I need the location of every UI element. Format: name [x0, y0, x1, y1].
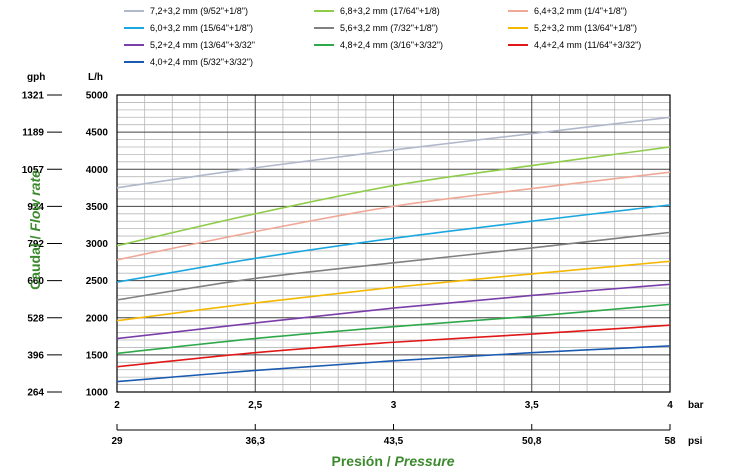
legend-label: 4,8+2,4 mm (3/16"+3/32") — [340, 40, 443, 50]
legend-label: 5,2+2,4 mm (13/64"+3/32" — [150, 40, 255, 50]
psi-tick-label: 58 — [664, 436, 676, 447]
legend-swatch — [314, 44, 334, 46]
psi-tick-label: 43,5 — [384, 436, 404, 447]
legend-swatch — [124, 27, 144, 29]
legend-item: 5,2+3,2 mm (13/64"+1/8") — [508, 23, 637, 33]
legend-label: 6,8+3,2 mm (17/64"+1/8) — [340, 6, 440, 16]
gph-tick-label: 1057 — [22, 165, 45, 176]
y-axis-title-en: Flow rate — [27, 170, 43, 232]
legend-label: 7,2+3,2 mm (9/52"+1/8") — [150, 6, 248, 16]
psi-tick-label: 29 — [111, 436, 123, 447]
legend-item: 5,6+3,2 mm (7/32"+1/8") — [314, 23, 438, 33]
y-axis-title-es: Caudal / — [27, 232, 43, 290]
legend-swatch — [508, 27, 528, 29]
y-tick-label: 5000 — [86, 91, 109, 102]
legend-swatch — [314, 27, 334, 29]
x-axis-title-en: Pressure — [395, 453, 455, 469]
gph-tick-label: 660 — [27, 276, 44, 287]
series-line-7 — [116, 283, 671, 340]
legend-item: 4,4+2,4 mm (11/64"+3/32") — [508, 40, 641, 50]
psi-tick-label: 50,8 — [522, 436, 542, 447]
y-tick-label: 3000 — [86, 239, 109, 250]
y-tick-label: 3500 — [86, 202, 109, 213]
gph-tick-label: 924 — [27, 202, 44, 213]
legend-swatch — [124, 61, 144, 63]
legend-item: 4,8+2,4 mm (3/16"+3/32") — [314, 40, 443, 50]
legend-item: 4,0+2,4 mm (5/32"+3/32") — [124, 57, 253, 67]
legend-label: 6,4+3,2 mm (1/4"+1/8") — [534, 6, 627, 16]
series-line-10 — [116, 345, 671, 383]
grid — [116, 94, 671, 393]
x-axis-title: Presión / Pressure — [332, 453, 455, 469]
y-tick-label: 4500 — [86, 128, 109, 139]
x-primary-unit: bar — [688, 400, 704, 411]
legend-swatch — [124, 10, 144, 12]
series-line-5 — [116, 231, 671, 301]
legend-item: 6,8+3,2 mm (17/64"+1/8) — [314, 6, 440, 16]
x-tick-label: 2 — [114, 400, 120, 411]
legend-item: 5,2+2,4 mm (13/64"+3/32" — [124, 40, 255, 50]
y-tick-label: 2000 — [86, 313, 109, 324]
series-line-4 — [116, 204, 671, 283]
legend-label: 4,0+2,4 mm (5/32"+3/32") — [150, 57, 253, 67]
x-tick-label: 3,5 — [525, 400, 539, 411]
gph-tick-label: 1321 — [22, 91, 45, 102]
y-tick-label: 1500 — [86, 350, 109, 361]
legend-label: 5,6+3,2 mm (7/32"+1/8") — [340, 23, 438, 33]
x-tick-label: 2,5 — [248, 400, 262, 411]
legend-label: 6,0+3,2 mm (15/64"+1/8") — [150, 23, 253, 33]
series-line-1 — [116, 116, 671, 189]
x-tick-label: 3 — [391, 400, 397, 411]
series-line-2 — [116, 146, 671, 247]
series-line-6 — [116, 260, 671, 322]
plot-frame — [116, 94, 671, 393]
x-secondary-unit: psi — [688, 436, 703, 447]
series-line-8 — [116, 303, 671, 355]
gph-tick-label: 528 — [27, 313, 44, 324]
legend-swatch — [508, 44, 528, 46]
y-primary-unit: L/h — [88, 72, 103, 83]
y-tick-label: 1000 — [86, 388, 109, 399]
series-line-3 — [116, 171, 671, 261]
gph-tick-label: 264 — [27, 388, 44, 399]
psi-tick-label: 36,3 — [246, 436, 266, 447]
legend-swatch — [508, 10, 528, 12]
legend-swatch — [314, 10, 334, 12]
axes: 1000 1500 2000 2500 3000 3500 4000 4500 5000 264 3… — [22, 72, 704, 469]
legend-item: 7,2+3,2 mm (9/52"+1/8") — [124, 6, 248, 16]
gph-tick-label: 1189 — [22, 128, 44, 139]
legend-label: 4,4+2,4 mm (11/64"+3/32") — [534, 40, 642, 50]
legend-item: 6,4+3,2 mm (1/4"+1/8") — [508, 6, 627, 16]
legend-item: 6,0+3,2 mm (15/64"+1/8") — [124, 23, 253, 33]
gph-tick-label: 396 — [27, 350, 44, 361]
legend-label: 5,2+3,2 mm (13/64"+1/8") — [534, 23, 637, 33]
y-secondary-unit: gph — [27, 72, 45, 83]
legend-swatch — [124, 44, 144, 46]
x-axis-title-es: Presión / — [332, 453, 395, 469]
gph-tick-label: 792 — [27, 239, 44, 250]
series-lines — [116, 116, 671, 383]
x-tick-label: 4 — [667, 400, 673, 411]
y-tick-label: 4000 — [86, 165, 109, 176]
y-axis-title: Caudal / Flow rate — [27, 170, 43, 290]
y-tick-label: 2500 — [86, 276, 109, 287]
series-line-9 — [116, 324, 671, 368]
